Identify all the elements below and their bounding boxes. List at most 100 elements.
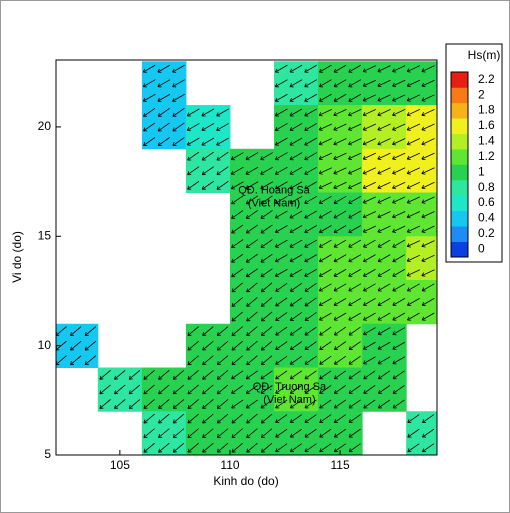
arrow-shaft	[260, 195, 273, 205]
arrow-head	[362, 141, 367, 146]
arrow-head	[304, 156, 309, 161]
arrow-shaft	[246, 413, 258, 424]
wave-arrow	[304, 326, 317, 336]
arrow-shaft	[261, 340, 273, 351]
wave-arrow	[289, 79, 303, 88]
wave-arrow	[172, 428, 185, 439]
arrow-shaft	[187, 442, 199, 453]
arrow-head	[231, 404, 236, 409]
arrow-shaft	[304, 297, 317, 307]
arrow-shaft	[172, 399, 185, 409]
arrow-head	[348, 419, 353, 423]
wave-arrow	[158, 384, 170, 395]
arrow-head	[348, 214, 353, 219]
arrow-shaft	[392, 341, 406, 350]
arrow-head	[304, 404, 309, 409]
arrow-head	[231, 273, 236, 278]
arrow-head	[318, 229, 323, 234]
arrow-shaft	[421, 167, 435, 174]
arrow-head	[377, 199, 382, 204]
arrow-shaft	[246, 253, 258, 263]
wave-arrow	[172, 369, 185, 380]
arrow-head	[158, 419, 163, 424]
arrow-head	[275, 389, 280, 394]
wave-arrow	[289, 166, 303, 175]
arrow-shaft	[261, 413, 273, 424]
wave-arrow	[260, 311, 273, 322]
arrow-shaft	[246, 385, 258, 394]
wave-arrow	[377, 79, 391, 88]
arrow-shaft	[290, 341, 303, 350]
arrow-shaft	[172, 428, 185, 438]
arrow-head	[421, 112, 426, 117]
wave-arrow	[406, 138, 421, 146]
wave-arrow	[260, 253, 273, 263]
wave-arrow	[274, 181, 288, 190]
arrow-shaft	[348, 109, 362, 116]
wave-arrow	[274, 166, 288, 175]
arrow-head	[260, 389, 265, 394]
arrow-shaft	[187, 428, 199, 438]
wave-arrow	[202, 384, 214, 395]
wave-arrow	[246, 311, 258, 322]
wave-arrow	[362, 138, 376, 146]
wave-arrow	[216, 137, 229, 146]
arrow-shaft	[421, 211, 435, 218]
wave-arrow	[231, 311, 243, 322]
arrow-shaft	[290, 312, 303, 321]
wave-arrow	[392, 196, 406, 204]
wave-arrow	[304, 443, 317, 453]
arrow-shaft	[246, 355, 258, 366]
arrow-head	[392, 316, 397, 321]
arrow-shaft	[275, 428, 288, 438]
arrow-head	[186, 141, 191, 146]
arrow-shaft	[143, 384, 155, 395]
arrow-shaft	[421, 240, 435, 247]
wave-arrow	[289, 64, 303, 73]
arrow-shaft	[246, 239, 258, 248]
arrow-shaft	[217, 428, 229, 438]
arrow-head	[231, 389, 236, 394]
wave-arrow	[187, 369, 199, 380]
arrow-shaft	[421, 298, 435, 306]
arrow-head	[422, 419, 427, 423]
arrow-shaft	[231, 166, 244, 175]
arrow-head	[84, 346, 89, 351]
arrow-shaft	[362, 225, 376, 233]
wave-arrow	[143, 428, 155, 439]
arrow-head	[377, 68, 382, 73]
wave-arrow	[260, 195, 273, 205]
arrow-shaft	[319, 428, 332, 438]
arrow-head	[407, 301, 412, 307]
arrow-shaft	[363, 399, 376, 409]
wave-arrow	[333, 79, 347, 88]
wave-arrow	[231, 385, 244, 394]
arrow-head	[202, 404, 207, 409]
arrow-shaft	[158, 369, 170, 380]
wave-arrow	[333, 326, 347, 336]
arrow-shaft	[304, 399, 317, 409]
arrow-shaft	[143, 369, 155, 380]
arrow-head	[333, 68, 338, 73]
wave-arrow	[289, 195, 303, 204]
arrow-head	[377, 345, 382, 350]
arrow-shaft	[99, 369, 111, 380]
arrow-shaft	[348, 283, 362, 292]
arrow-head	[406, 141, 411, 146]
arrow-shaft	[319, 283, 332, 292]
wave-arrow	[275, 428, 288, 438]
arrow-shaft	[246, 326, 258, 336]
arrow-shaft	[187, 151, 200, 161]
arrow-shaft	[422, 443, 435, 453]
arrow-shaft	[157, 79, 171, 88]
wave-arrow	[172, 384, 185, 395]
arrow-shaft	[348, 64, 362, 73]
arrow-head	[245, 258, 250, 263]
arrow-head	[421, 97, 426, 102]
arrow-shaft	[362, 211, 376, 218]
arrow-head	[114, 375, 119, 380]
arrow-shaft	[261, 326, 273, 336]
arrow-shaft	[143, 399, 155, 409]
arrow-shaft	[157, 137, 170, 146]
